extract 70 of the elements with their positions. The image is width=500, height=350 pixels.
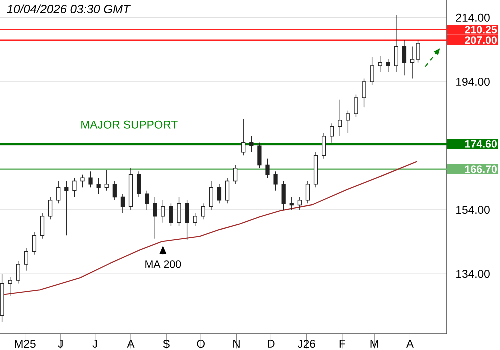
candlestick xyxy=(322,132,326,160)
candlestick xyxy=(40,212,45,240)
candlestick xyxy=(330,123,334,144)
candlestick xyxy=(177,196,182,226)
x-tick-label: O xyxy=(197,340,205,348)
candlestick xyxy=(24,248,28,272)
annotation: 10/04/2026 03:30 GMT xyxy=(7,4,132,14)
x-tick-label: D xyxy=(268,340,275,348)
candlestick xyxy=(250,136,254,153)
candlestick xyxy=(362,78,366,108)
ref-line-label: 210.25 xyxy=(465,26,498,34)
candlestick xyxy=(338,100,342,137)
candlestick xyxy=(201,203,206,220)
x-tick-label: A xyxy=(406,340,414,348)
y-tick-label: 154.00 xyxy=(456,206,490,214)
candlestick xyxy=(298,196,302,210)
annotation: MAJOR SUPPORT xyxy=(82,120,178,129)
candlestick xyxy=(72,178,77,198)
candlestick xyxy=(32,232,37,256)
candlestick xyxy=(153,196,158,240)
candlestick xyxy=(56,180,61,204)
candlestick xyxy=(225,178,230,204)
candlestick xyxy=(378,56,382,73)
candlestick xyxy=(8,276,12,297)
candlestick xyxy=(104,170,109,192)
candlestick xyxy=(266,158,270,178)
candlestick xyxy=(242,118,246,156)
y-tick-label: 194.00 xyxy=(456,78,490,86)
candlestick xyxy=(193,212,198,226)
candlestick xyxy=(161,200,166,224)
ref-line-label: 207.00 xyxy=(465,36,497,44)
x-tick-label: J xyxy=(92,340,98,348)
annotation: MA 200 xyxy=(146,260,182,268)
x-tick-label: J26 xyxy=(298,340,316,348)
x-tick-label: F xyxy=(340,340,346,348)
ref-line-label: 174.60 xyxy=(465,140,497,148)
y-tick-label: 214.00 xyxy=(456,14,490,22)
candlestick xyxy=(306,180,310,204)
candlestick xyxy=(258,142,262,169)
ref-line-label: 166.70 xyxy=(465,166,497,174)
x-tick-label: J xyxy=(58,340,63,348)
candlestick xyxy=(394,14,399,73)
candlestick xyxy=(48,196,53,220)
candlestick xyxy=(386,59,390,73)
candlestick xyxy=(274,171,278,192)
candlestick xyxy=(217,184,222,204)
candlestick xyxy=(185,200,190,241)
candlestick xyxy=(370,56,374,86)
candlestick xyxy=(346,110,350,134)
candlestick xyxy=(209,180,214,210)
x-tick-label: M xyxy=(370,340,378,348)
candlestick xyxy=(402,40,407,76)
candlestick xyxy=(112,180,117,201)
candlestick xyxy=(16,260,20,284)
candlestick xyxy=(234,164,238,185)
candlestick xyxy=(169,203,174,226)
candlestick xyxy=(145,190,150,210)
x-tick-label: N xyxy=(234,340,240,348)
x-tick-label: S xyxy=(163,340,170,348)
candlestick xyxy=(136,171,142,198)
candlestick xyxy=(80,174,85,188)
candlestick xyxy=(96,178,101,194)
y-tick-label: 134.00 xyxy=(456,270,490,278)
candlestick xyxy=(88,171,93,188)
candlestick xyxy=(64,180,69,236)
candlestick xyxy=(282,180,286,210)
x-tick-label: M25 xyxy=(15,340,36,348)
candlestick xyxy=(354,94,358,118)
candlestick xyxy=(120,194,126,214)
x-tick-label: A xyxy=(127,340,135,348)
